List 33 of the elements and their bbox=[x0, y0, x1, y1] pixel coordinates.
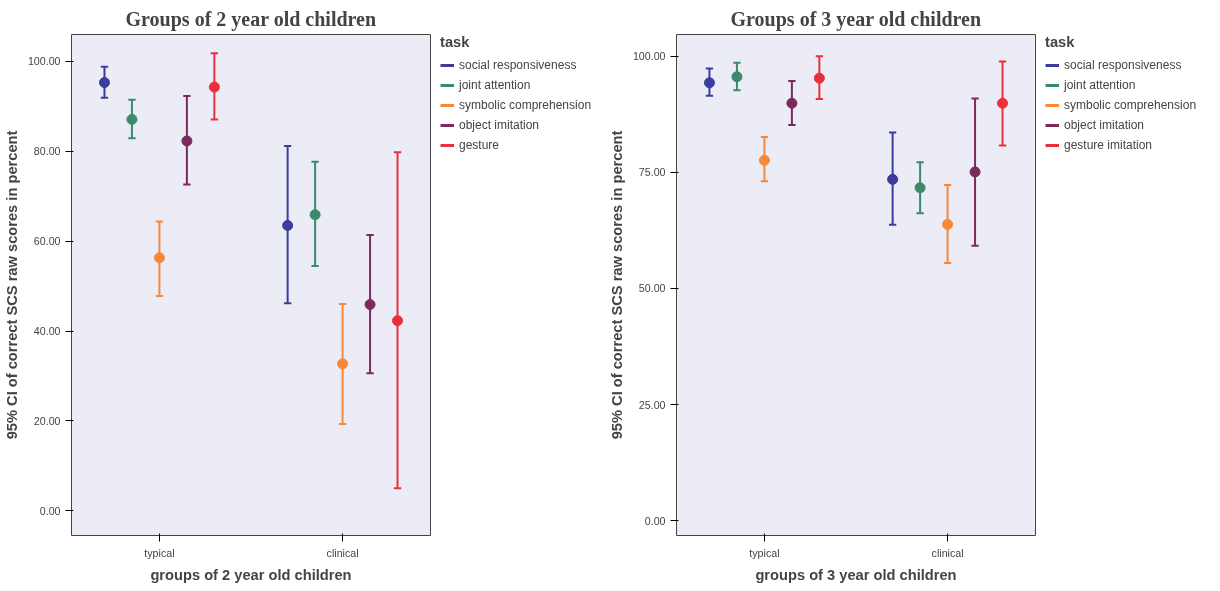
legend-label: joint attention bbox=[1064, 78, 1136, 92]
legend-label: gesture bbox=[459, 138, 500, 152]
y-tick-label: 0.00 bbox=[39, 504, 61, 517]
y-tick-label: 100.00 bbox=[27, 55, 61, 68]
x-tick-label: clinical bbox=[931, 546, 964, 559]
x-axis-title: groups of 2 year old children bbox=[150, 566, 352, 583]
y-tick-label: 20.00 bbox=[33, 414, 61, 427]
legend-label: symbolic comprehension bbox=[1064, 98, 1197, 112]
legend-label: joint attention bbox=[459, 78, 531, 92]
legend-label: gesture imitation bbox=[1064, 138, 1153, 152]
y-tick-label: 50.00 bbox=[638, 282, 666, 295]
y-tick-label: 60.00 bbox=[33, 235, 61, 248]
legend-title: task bbox=[1045, 34, 1076, 50]
y-axis-title: 95% CI of correct SCS raw scores in percent bbox=[608, 130, 625, 440]
y-tick-label: 100.00 bbox=[632, 50, 666, 63]
y-tick-label: 0.00 bbox=[644, 514, 666, 527]
legend-label: social responsiveness bbox=[1064, 58, 1182, 72]
legend-label: social responsiveness bbox=[459, 58, 577, 72]
x-axis-title: groups of 3 year old children bbox=[755, 566, 957, 583]
x-tick-label: clinical bbox=[326, 546, 359, 559]
legend-label: object imitation bbox=[459, 118, 540, 132]
legend-title: task bbox=[440, 34, 471, 50]
x-tick-label: typical bbox=[749, 546, 780, 559]
y-tick-label: 80.00 bbox=[33, 145, 61, 158]
y-tick-label: 75.00 bbox=[638, 166, 666, 179]
x-tick-label: typical bbox=[144, 546, 175, 559]
y-tick-label: 40.00 bbox=[33, 325, 61, 338]
legend-label: symbolic comprehension bbox=[459, 98, 592, 112]
y-axis-title: 95% CI of correct SCS raw scores in percent bbox=[3, 130, 20, 440]
y-tick-label: 25.00 bbox=[638, 398, 666, 411]
chart-title: Groups of 2 year old children bbox=[125, 7, 377, 31]
legend-label: object imitation bbox=[1064, 118, 1145, 132]
chart-title: Groups of 3 year old children bbox=[730, 7, 982, 31]
